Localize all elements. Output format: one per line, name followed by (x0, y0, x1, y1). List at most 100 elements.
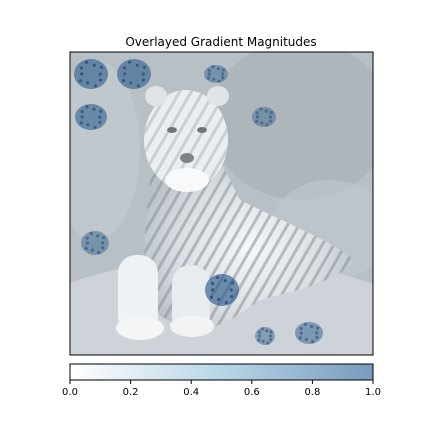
highlight-speckle (257, 338, 261, 342)
highlight-speckle (304, 337, 308, 342)
highlight-speckle (216, 67, 220, 71)
highlight-speckle (221, 76, 225, 80)
highlight-speckle (269, 338, 273, 342)
colorbar-frame (69, 363, 374, 381)
highlight-bottom-right (295, 322, 323, 344)
highlight-speckle (265, 123, 269, 127)
highlight-speckle (92, 107, 96, 111)
highlight-speckle (96, 234, 100, 238)
highlight-speckle (260, 327, 264, 331)
highlight-speckle (310, 324, 314, 329)
tiger-eye-right (197, 127, 207, 133)
highlight-speckle (128, 60, 132, 64)
highlight-speckle (209, 295, 214, 299)
tiger-paw-right (170, 315, 214, 337)
highlight-blob (252, 107, 276, 127)
highlight-speckle (99, 109, 103, 113)
highlight-speckle (98, 72, 102, 76)
highlight-speckle (211, 65, 215, 69)
highlight-speckle (207, 76, 211, 80)
highlight-speckle (102, 236, 106, 240)
tiger-eye-left (167, 127, 177, 133)
highlight-speckle (223, 279, 227, 283)
highlight-speckle (298, 336, 302, 340)
highlight-speckle (85, 241, 89, 245)
highlight-upper-right (252, 107, 276, 127)
highlight-top-center (204, 65, 228, 83)
colorbar-tick-label: 0.6 (244, 387, 260, 398)
highlight-speckle (101, 246, 105, 250)
highlight-speckle (264, 109, 268, 113)
tiger-ear-left (145, 86, 167, 106)
highlight-speckle (141, 72, 145, 76)
highlight-speckle (98, 120, 102, 124)
highlight-speckle (224, 301, 228, 305)
highlight-speckle (269, 110, 273, 115)
highlight-speckle (93, 84, 97, 88)
tiger-muzzle (165, 168, 209, 192)
highlight-speckle (268, 334, 273, 338)
highlight-speckle (269, 330, 273, 334)
highlight-blob (295, 322, 323, 344)
highlight-speckle (299, 326, 303, 331)
highlight-speckle (261, 339, 265, 343)
highlight-speckle (98, 115, 102, 119)
highlight-speckle (123, 72, 127, 76)
colorbar-tick-label: 0.0 (62, 387, 78, 398)
highlight-upper-left (75, 104, 107, 130)
highlight-speckle (85, 105, 89, 109)
highlight-speckle (210, 281, 215, 286)
highlight-speckle (207, 68, 211, 72)
highlight-speckle (78, 79, 83, 83)
highlight-speckle (80, 72, 84, 76)
highlight-bottom-left (255, 327, 275, 345)
highlight-speckle (89, 231, 93, 236)
highlight-speckle (299, 331, 303, 335)
highlight-speckle (93, 125, 97, 129)
foliage-right (210, 52, 373, 200)
highlight-blob (117, 59, 151, 89)
colorbar-tick-label: 0.8 (304, 387, 320, 398)
tiger-head-stripes (144, 90, 228, 190)
highlight-speckle (98, 78, 103, 82)
highlight-speckle (259, 107, 263, 111)
highlight-speckle (97, 250, 101, 255)
highlight-speckle (84, 246, 88, 250)
chart-title: Overlayed Gradient Magnitudes (125, 35, 316, 49)
colorbar-gradient (70, 364, 373, 380)
highlight-blob (204, 65, 228, 83)
highlight-speckle (216, 275, 220, 279)
highlight-speckle (86, 81, 90, 85)
gradient-highlights (74, 59, 323, 345)
highlight-speckle (255, 111, 259, 115)
tiger-nose (180, 153, 194, 163)
highlight-speckle (257, 334, 262, 338)
highlight-speckle (266, 341, 270, 345)
highlight-speckle (142, 65, 147, 69)
highlight-blob (75, 104, 107, 130)
image-panel (70, 52, 373, 355)
tiger-leg-left (118, 255, 158, 335)
highlight-speckle (80, 115, 84, 119)
highlight-speckle (141, 78, 146, 82)
highlight-speckle (136, 84, 140, 88)
highlight-speckle (230, 281, 235, 285)
highlight-speckle (101, 241, 105, 245)
highlight-speckle (90, 248, 94, 252)
highlight-top-left-corner-2 (117, 59, 151, 89)
tiger-ear-right (207, 86, 229, 106)
highlight-speckle (255, 119, 259, 124)
colorbar-tick-label: 0.2 (123, 387, 139, 398)
highlight-bottom-center-paw (205, 274, 239, 306)
highlight-speckle (92, 63, 96, 67)
highlight-speckle (257, 330, 261, 334)
highlight-speckle (79, 121, 83, 125)
highlight-speckle (303, 322, 307, 326)
highlight-speckle (229, 288, 233, 292)
highlight-speckle (217, 297, 221, 301)
highlight-speckle (122, 66, 127, 70)
highlight-speckle (129, 81, 133, 85)
colorbar-tick-label: 1.0 (365, 387, 381, 398)
highlight-speckle (217, 79, 221, 83)
